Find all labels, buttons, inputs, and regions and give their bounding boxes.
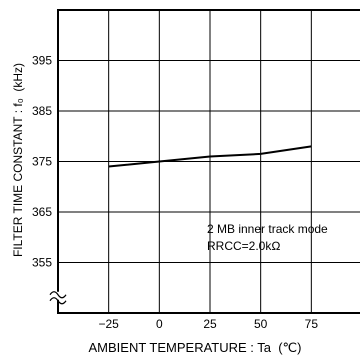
y-tick-labels: 355 365 375 385 395 — [32, 54, 52, 270]
axis-break-mark-0 — [49, 291, 67, 299]
annotation-mode: 2 MB inner track mode — [207, 222, 328, 236]
y-tick-label-2: 375 — [32, 155, 52, 169]
x-tick-labels: −25 0 25 50 75 — [98, 317, 318, 331]
y-axis-break — [49, 291, 67, 305]
x-tick-label-4: 75 — [305, 317, 319, 331]
annotation-rrcc: RRCC=2.0kΩ — [207, 239, 281, 253]
y-tick-label-1: 365 — [32, 205, 52, 219]
x-tick-label-1: 0 — [156, 317, 163, 331]
series-line-0 — [108, 145, 312, 168]
x-tick-label-3: 50 — [254, 317, 268, 331]
x-axis-label: AMBIENT TEMPERATURE : Ta (℃) — [88, 340, 301, 355]
x-tick-label-2: 25 — [203, 317, 217, 331]
y-tick-label-3: 385 — [32, 104, 52, 118]
x-tick-label-0: −25 — [98, 317, 119, 331]
plot-frame — [57, 9, 360, 314]
y-tick-label-4: 395 — [32, 54, 52, 68]
series-group — [108, 145, 312, 168]
y-tick-label-0: 355 — [32, 256, 52, 270]
axis-break-mark-1 — [49, 297, 67, 305]
grid — [58, 10, 360, 313]
y-axis-label: FILTER TIME CONSTANT : f₀ (kHz) — [11, 63, 25, 257]
